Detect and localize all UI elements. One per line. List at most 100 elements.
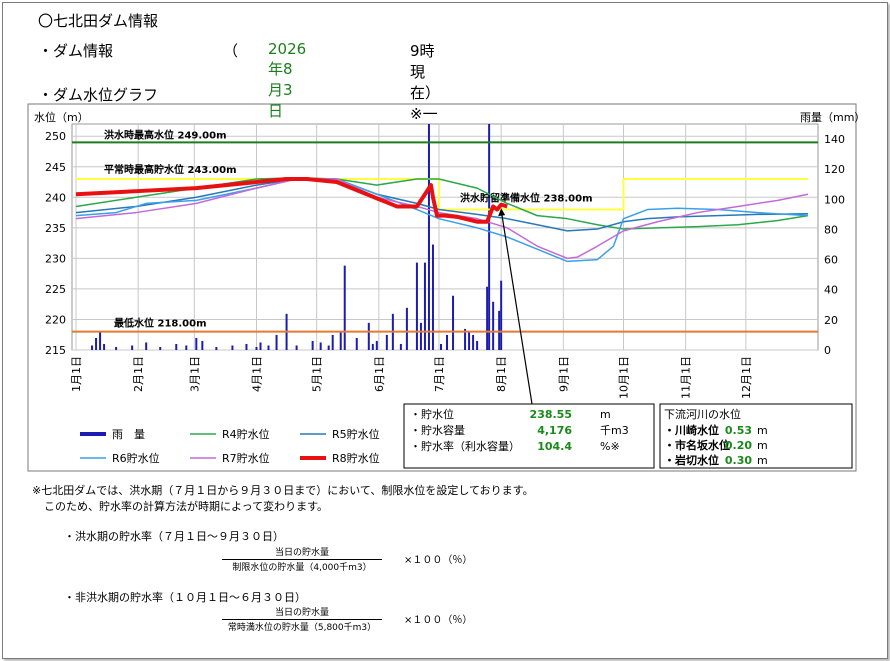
rain-bar: [185, 345, 188, 350]
rain-bar: [275, 334, 278, 350]
series-line-4: [75, 178, 809, 260]
rate-value: 104.4: [537, 440, 572, 453]
x-tick-label: 1月1日: [70, 356, 83, 392]
rain-bar: [259, 342, 262, 350]
y-tick-left: 230: [45, 252, 66, 265]
rain-bar: [311, 340, 314, 350]
rain-bar: [245, 343, 248, 350]
rain-bar: [427, 124, 430, 350]
y-tick-right: 120: [824, 163, 845, 176]
rain-bar: [498, 310, 501, 350]
ref-label-flood-prep: 洪水貯留準備水位 238.00m: [460, 192, 593, 205]
rain-bar: [431, 244, 434, 350]
rain-bar: [452, 295, 455, 350]
y-tick-right: 140: [824, 133, 845, 146]
ref-label-flood-max: 洪水時最高水位 249.00m: [104, 128, 227, 141]
nonflood-rate-denominator: 常時満水位の貯水量（5,800千m3）: [227, 623, 377, 633]
y-tick-right: 20: [824, 314, 838, 327]
reference-lines: 洪水時最高水位 249.00m 平常時最高貯水位 243.00m 洪水貯留準備水位 …: [72, 128, 818, 333]
series-lines: [75, 176, 809, 263]
series-line-5: [75, 176, 508, 224]
x-tick-label: 11月1日: [680, 356, 693, 399]
date-value: 2026年8月3日: [268, 40, 307, 120]
rain-bar: [500, 280, 503, 350]
downstream-ichinazaka-value: 0.20: [725, 439, 752, 452]
rain-bar: [405, 307, 408, 350]
rate-unit: %※: [600, 440, 620, 453]
date-paren: （: [223, 42, 239, 60]
rain-bar: [486, 286, 489, 350]
rain-bar: [439, 343, 442, 350]
nonflood-rate-numerator: 当日の貯水量: [222, 605, 382, 620]
rain-bar: [195, 337, 198, 350]
rain-bar: [415, 262, 418, 350]
y-axis-right-label: 雨量（mm）: [800, 111, 865, 124]
rain-bar: [339, 331, 342, 350]
rain-bar: [399, 343, 402, 350]
nonflood-rate-multiplier: ×１００（％）: [404, 615, 473, 626]
rain-bar: [327, 345, 330, 350]
y-tick-left: 215: [45, 344, 66, 357]
rain-bar: [231, 345, 234, 350]
chart-annotation: [498, 208, 533, 405]
rain-bar: [159, 346, 162, 350]
rain-bar: [103, 343, 106, 350]
downstream-kawasaki-label: ・川崎水位: [664, 423, 719, 437]
rain-bar: [95, 337, 98, 350]
rain-bar: [385, 334, 388, 350]
ref-line-limit: [76, 177, 808, 211]
y-tick-left: 250: [45, 130, 66, 143]
rain-bar: [343, 265, 346, 350]
rain-bar: [115, 346, 118, 350]
rain-bar: [201, 340, 204, 350]
rain-bar: [476, 340, 479, 350]
rain-bar: [131, 345, 134, 350]
downstream-box: [659, 403, 853, 469]
annotation-arrow: [500, 210, 533, 405]
rain-bar: [472, 334, 475, 350]
legend-label-5: R7貯水位: [222, 451, 270, 465]
downstream-iwakiri-label: ・岩切水位: [664, 453, 719, 467]
y-tick-left: 245: [45, 161, 66, 174]
nonflood-rate-title: ・非洪水期の貯水率（１０月１日～６月３０日）: [64, 591, 306, 604]
chart-border: [27, 103, 857, 472]
rain-bar: [468, 331, 471, 350]
flood-rate-denominator: 制限水位の貯水量（4,000千m3）: [232, 563, 372, 573]
rain-bar: [175, 343, 178, 350]
rain-bar: [295, 345, 298, 350]
storage-unit: 千m3: [600, 424, 629, 437]
chart-axes: 215 220 225 230 235 240 245 250 0 20 40 60 80 100 120 1…: [45, 130, 845, 399]
chart-legend: 雨 量 R4貯水位 R5貯水位 R6貯水位 R7貯水位 R8貯水位: [80, 427, 380, 465]
rain-bar: [367, 322, 370, 350]
x-tick-label: 9月1日: [557, 356, 570, 392]
status-box: [403, 403, 655, 469]
y-tick-left: 225: [45, 283, 66, 296]
rain-bar: [446, 334, 449, 350]
storage-label: ・貯水容量: [410, 423, 465, 437]
rain-bar: [371, 343, 374, 350]
y-tick-right: 100: [824, 193, 845, 206]
graph-heading: ・ダム水位グラフ: [38, 86, 159, 104]
x-tick-label: 12月1日: [740, 356, 753, 399]
x-tick-label: 5月1日: [311, 356, 324, 392]
water-level-unit: m: [600, 408, 611, 421]
downstream-kawasaki-value: 0.53: [725, 424, 752, 437]
x-tick-label: 10月1日: [617, 356, 630, 399]
series-line-2: [75, 178, 809, 232]
water-level-value: 238.55: [530, 408, 572, 421]
flood-rate-title: ・洪水期の貯水率（７月１日～９月３０日）: [64, 530, 284, 543]
downstream-kawasaki-unit: m: [757, 424, 768, 437]
y-tick-left: 220: [45, 313, 66, 326]
flood-rate-multiplier: ×１００（％）: [404, 555, 473, 566]
x-tick-label: 8月1日: [495, 356, 508, 392]
ref-label-min: 最低水位 218.00m: [114, 317, 207, 330]
y-tick-right: 60: [824, 254, 838, 267]
chart-grid: [71, 123, 819, 351]
note-line-1: ※七北田ダムでは、洪水期（７月１日から９月３０日まで）において、制限水位を設定し…: [32, 484, 534, 497]
nonflood-rate-fraction: 当日の貯水量 常時満水位の貯水量（5,800千m3）: [222, 605, 382, 633]
downstream-ichinazaka-unit: m: [757, 439, 768, 452]
rain-bar: [91, 345, 94, 350]
page-title: 〇七北田ダム情報: [38, 12, 159, 30]
x-tick-label: 2月1日: [132, 356, 145, 392]
